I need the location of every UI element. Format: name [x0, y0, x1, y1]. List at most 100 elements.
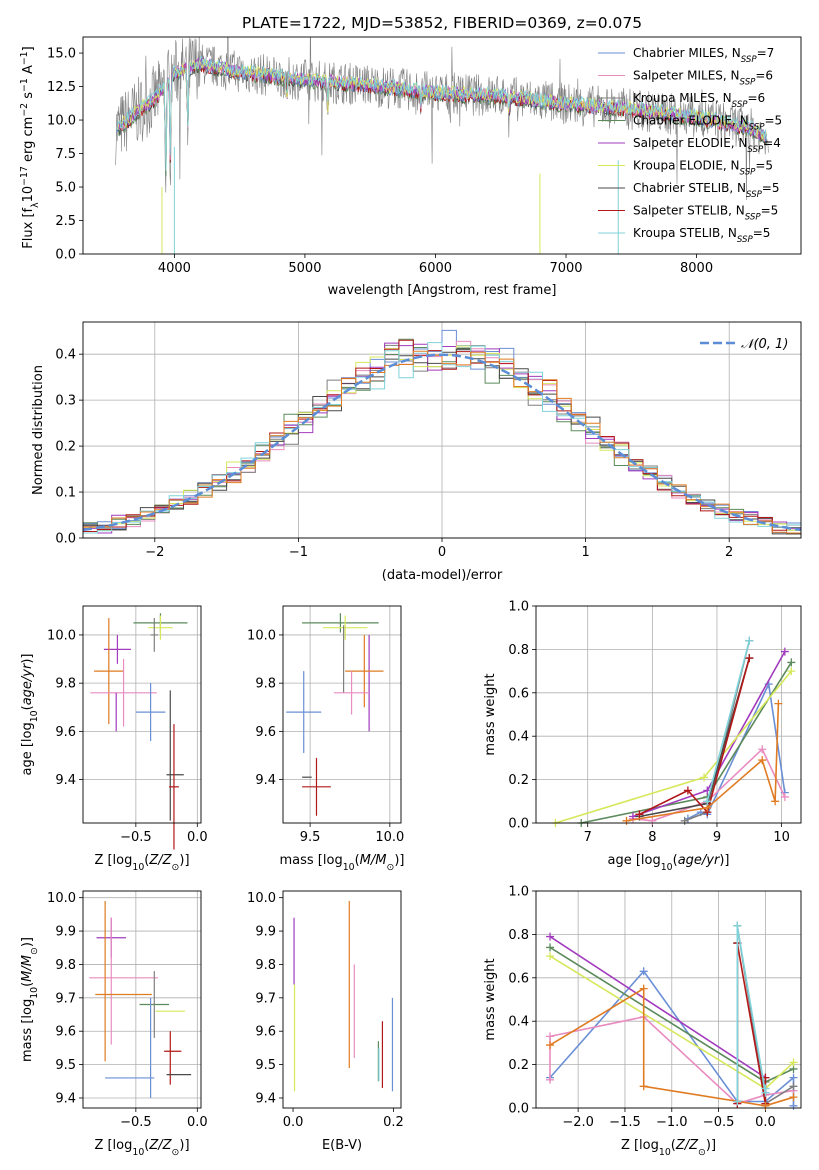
legend-entry-2: Kroupa MILES, NSSP=6: [633, 91, 765, 110]
weight-marker-1-4: [780, 792, 789, 801]
y-tick-label-3: 10.0: [247, 628, 276, 643]
y-tick-label-5: 1.0: [508, 885, 529, 900]
x-tick-label-4: 8000: [680, 261, 713, 276]
x-axis-label: age [log10(age/yr)]: [607, 853, 729, 873]
x-tick-label-3: 7000: [549, 261, 582, 276]
weight-marker-0-1: [639, 967, 648, 976]
y-axis-label: mass weight: [483, 958, 498, 1040]
weight-marker-0-5: [789, 1101, 798, 1110]
y-tick-label-5: 1.0: [508, 600, 529, 615]
x-tick-label-1: 8: [648, 830, 656, 845]
x-tick-label-0: 9.5: [300, 830, 321, 845]
x-tick-label-0: 7: [584, 830, 592, 845]
mass-metallicity-panel: −0.5 0.0 9.4 9.5 9.6 9.7 9.8 9.9 10.0 Z [log10(Z/…: [20, 890, 208, 1158]
axes-frame: [282, 890, 402, 1109]
weight-marker-1-1: [546, 1032, 555, 1041]
x-tick-label-4: 0.0: [755, 1115, 776, 1130]
y-tick-label-1: 9.6: [255, 725, 276, 740]
x-axis-label: Z [log10(Z/Z⊙)]: [621, 1138, 716, 1158]
weight-marker-9-1: [745, 636, 754, 645]
x-axis-label: (data-model)/error: [382, 568, 503, 583]
weight-marker-4-2: [780, 647, 789, 656]
x-tick-label-1: 10.0: [375, 830, 404, 845]
legend-entry-6: Chabrier STELIB, NSSP=5: [633, 181, 780, 200]
y-tick-label-5: 9.9: [255, 925, 276, 940]
weight-marker-1-3: [758, 745, 767, 754]
residuals-panel: −2 −1 0 1 2 0.0 0.1 0.2 0.3 0.4 𝒩(0, 1) (data-model…: [31, 321, 802, 583]
weight-marker-7-3: [745, 654, 754, 663]
weight-marker-9-0: [703, 797, 712, 806]
weight-marker-4-0: [546, 932, 555, 941]
y-tick-label-2: 9.6: [255, 1025, 276, 1040]
spectrum-lines: [115, 37, 769, 254]
y-tick-label-3: 10.0: [47, 628, 76, 643]
legend-entry-8: Kroupa STELIB, NSSP=5: [633, 226, 770, 245]
y-tick-label-0: 9.4: [255, 773, 276, 788]
weight-marker-0-4: [789, 1073, 798, 1082]
age-mass-panel: 9.5 10.0 9.4 9.6 9.8 10.0 mass [log10(M/M⊙)]: [247, 605, 405, 873]
y-tick-label-0: 9.4: [55, 773, 76, 788]
y-tick-label-0: 0.0: [55, 532, 76, 547]
y-tick-label-3: 0.6: [508, 686, 529, 701]
x-tick-label-2: 0: [438, 545, 446, 560]
y-tick-label-6: 10.0: [247, 891, 276, 906]
spectrum-panel: PLATE=1722, MJD=53852, FIBERID=0369, z=0…: [19, 14, 802, 298]
y-axis-label: mass [log10(M/M⊙)]: [20, 937, 40, 1062]
y-tick-label-3: 0.6: [508, 971, 529, 986]
y-tick-label-6: 15.0: [47, 47, 76, 62]
weight-marker-5-2: [787, 667, 796, 676]
y-tick-label-3: 9.7: [55, 991, 76, 1006]
weight-marker-5-1: [700, 773, 709, 782]
histogram-step-8: [83, 342, 801, 534]
axes-frame: [282, 605, 402, 824]
weight-marker-8-2: [639, 1082, 648, 1091]
y-tick-label-5: 12.5: [47, 80, 76, 95]
y-tick-label-1: 0.1: [55, 486, 76, 501]
axes-frame: [82, 890, 202, 1109]
y-tick-label-0: 9.4: [55, 1091, 76, 1106]
histogram-step-9: [83, 350, 801, 534]
y-tick-label-1: 0.2: [508, 1058, 529, 1073]
weight-marker-1-0: [546, 1075, 555, 1084]
x-axis-label: wavelength [Angstrom, rest frame]: [328, 283, 557, 298]
y-tick-label-2: 9.6: [55, 1025, 76, 1040]
axes-frame: [535, 605, 802, 824]
age-metallicity-panel: −0.5 0.0 9.4 9.6 9.8 10.0 Z [log10(Z/Z⊙)] age […: [20, 605, 208, 873]
y-tick-label-0: 0.0: [508, 1102, 529, 1117]
residual-histograms: [83, 329, 801, 535]
mass-ebv-panel: 0.0 0.2 9.4 9.5 9.6 9.7 9.8 9.9 10.0 E(B-V): [247, 890, 404, 1153]
y-tick-label-3: 0.3: [55, 394, 76, 409]
x-tick-label-1: −1: [289, 545, 308, 560]
x-axis-label: mass [log10(M/M⊙)]: [280, 853, 405, 873]
y-tick-label-2: 9.8: [255, 677, 276, 692]
y-tick-label-4: 10.0: [47, 114, 76, 129]
weight-marker-3-0: [546, 943, 555, 952]
x-tick-label-0: −2: [145, 545, 164, 560]
model-spectrum-8: [116, 56, 767, 171]
y-tick-label-0: 0.0: [55, 248, 76, 263]
x-tick-label-2: 9: [713, 830, 721, 845]
x-tick-label-0: 0.0: [283, 1115, 304, 1130]
x-tick-label-1: 0.2: [383, 1115, 404, 1130]
y-axis-label: Flux [fλ10−17 erg cm−2 s−1 A−1]: [19, 46, 41, 248]
weight-marker-5-0: [546, 952, 555, 961]
weight-marker-1-1: [648, 816, 657, 825]
y-tick-label-6: 10.0: [47, 891, 76, 906]
x-axis-label: Z [log10(Z/Z⊙)]: [94, 1138, 189, 1158]
weight-marker-9-0: [733, 1097, 742, 1106]
y-tick-label-5: 9.9: [55, 925, 76, 940]
y-axis-label: age [log10(age/yr)]: [20, 653, 40, 775]
axes-frame: [82, 36, 802, 255]
x-axis-label: E(B-V): [322, 1138, 362, 1153]
legend-entry-4: Salpeter ELODIE, NSSP=4: [633, 136, 781, 155]
y-tick-label-1: 9.6: [55, 725, 76, 740]
x-tick-label-1: 5000: [288, 261, 321, 276]
y-tick-label-4: 0.4: [55, 348, 76, 363]
y-tick-label-2: 0.2: [55, 440, 76, 455]
y-tick-label-2: 9.8: [55, 677, 76, 692]
y-tick-label-1: 2.5: [55, 214, 76, 229]
weight-marker-9-3: [761, 1084, 770, 1093]
y-tick-label-2: 0.4: [508, 1015, 529, 1030]
weight-marker-8-1: [639, 984, 648, 993]
legend-gaussian-label: 𝒩(0, 1): [741, 337, 788, 352]
